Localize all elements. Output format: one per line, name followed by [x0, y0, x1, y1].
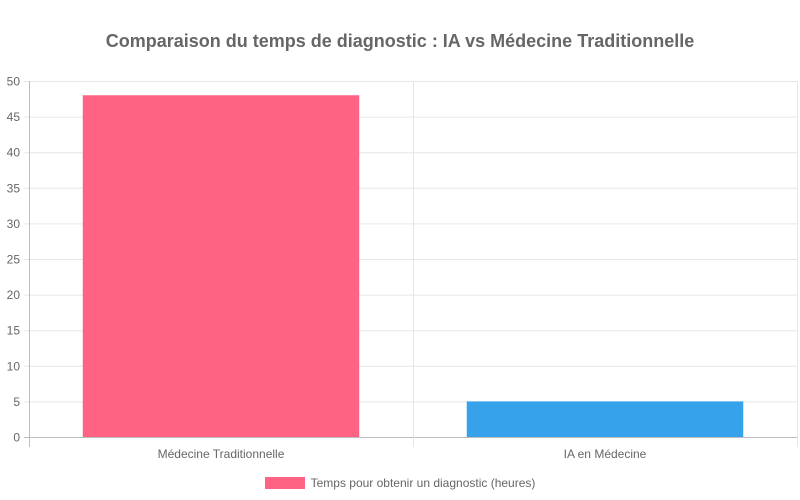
y-tick-label: 35: [7, 181, 21, 195]
y-tick-label: 50: [7, 75, 21, 89]
x-tick-label: Médecine Traditionnelle: [158, 447, 285, 461]
legend[interactable]: Temps pour obtenir un diagnostic (heures…: [0, 476, 800, 490]
y-tick-label: 10: [7, 359, 21, 373]
y-tick-label: 15: [7, 324, 21, 338]
chart-title: Comparaison du temps de diagnostic : IA …: [105, 31, 695, 51]
y-tick-label: 0: [13, 431, 20, 445]
y-tick-label: 40: [7, 146, 21, 160]
bar[interactable]: [466, 401, 744, 437]
legend-swatch: [264, 477, 305, 489]
x-tick-label: IA en Médecine: [564, 447, 647, 461]
y-tick-label: 25: [7, 253, 21, 267]
y-tick-label: 30: [7, 217, 21, 231]
y-tick-label: 20: [7, 288, 21, 302]
bar[interactable]: [82, 95, 360, 438]
y-tick-label: 5: [13, 395, 20, 409]
legend-label: Temps pour obtenir un diagnostic (heures…: [310, 476, 536, 490]
y-tick-label: 45: [7, 110, 21, 124]
